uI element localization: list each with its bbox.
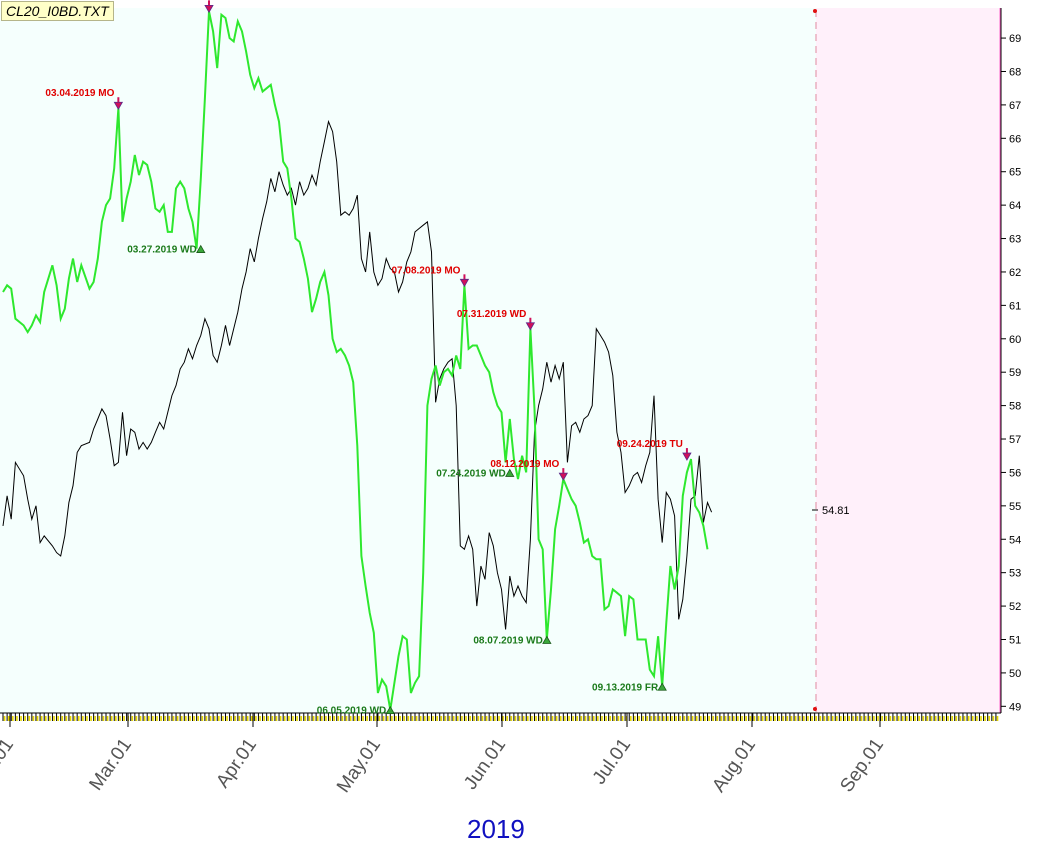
high-label: 03.04.2019 MO bbox=[45, 88, 114, 99]
high-marker-arrow bbox=[459, 278, 470, 288]
high-marker-arrow bbox=[113, 101, 124, 111]
x-axis-tick-label: Feb.01 bbox=[0, 735, 18, 796]
high-label: 07.31.2019 WD bbox=[457, 309, 527, 320]
y-axis-tick-label: 54 bbox=[1009, 534, 1021, 546]
y-axis-tick-label: 55 bbox=[1009, 501, 1021, 513]
high-label: 07.08.2019 MO bbox=[392, 265, 461, 276]
y-axis-tick-label: 63 bbox=[1009, 234, 1021, 246]
low-label: 06.05.2019 WD bbox=[317, 706, 387, 717]
high-marker: 03.04.2019 MO bbox=[45, 88, 124, 111]
low-label: 07.24.2019 WD bbox=[436, 468, 506, 479]
x-axis-minor-ticks bbox=[2, 713, 999, 721]
history-region bbox=[0, 8, 816, 713]
y-axis-ticks: 49 50 51 52 53 54 55 56 57 58 59 60 61 62 63 64 65 66 67 68… bbox=[1001, 33, 1021, 713]
high-marker-arrow bbox=[558, 472, 569, 481]
low-label: 09.13.2019 FR bbox=[592, 682, 659, 693]
high-marker: 08.12.2019 MO bbox=[490, 459, 569, 481]
projection-boundary-top-dot bbox=[813, 9, 817, 13]
y-axis-tick-label: 65 bbox=[1009, 167, 1021, 179]
projection-region bbox=[816, 8, 1000, 713]
low-marker-arrow bbox=[385, 705, 395, 715]
projection-boundary-bottom-dot bbox=[813, 707, 817, 711]
y-axis-tick-label: 67 bbox=[1009, 100, 1021, 112]
low-marker: 03.27.2019 WD bbox=[127, 244, 206, 256]
x-axis-ticks: Feb.01 Mar.01 Apr.01 May.01 Jun.01 Jul.01 Aug.… bbox=[0, 713, 888, 797]
y-axis-tick-label: 51 bbox=[1009, 634, 1021, 646]
low-marker: 09.13.2019 FR bbox=[592, 682, 667, 693]
x-axis-tick-strip bbox=[0, 714, 1001, 722]
low-marker-arrow bbox=[657, 682, 667, 691]
y-axis-tick-label: 62 bbox=[1009, 267, 1021, 279]
low-label: 03.27.2019 WD bbox=[127, 245, 197, 256]
y-axis-tick-label: 58 bbox=[1009, 401, 1021, 413]
chart-title: CL20_I0BD.TXT bbox=[1, 1, 114, 21]
x-axis-tick-label: Jul.01 bbox=[589, 735, 635, 789]
y-axis-tick-label: 69 bbox=[1009, 33, 1021, 45]
y-axis-tick-label: 52 bbox=[1009, 601, 1021, 613]
low-marker: 08.07.2019 WD bbox=[473, 635, 552, 646]
high-marker-arrow bbox=[204, 4, 214, 14]
y-axis-tick-label: 64 bbox=[1009, 200, 1021, 212]
high-marker: 09.24.2019 TU bbox=[617, 439, 692, 461]
low-label: 08.07.2019 WD bbox=[473, 635, 543, 646]
y-axis-tick-label: 57 bbox=[1009, 434, 1021, 446]
y-axis-tick-label: 59 bbox=[1009, 367, 1021, 379]
high-marker: 07.31.2019 WD bbox=[457, 309, 536, 331]
high-marker: 07.08.2019 MO bbox=[392, 265, 470, 288]
high-marker: 04.01.2019 MO bbox=[136, 0, 214, 14]
x-axis-tick-label: May.01 bbox=[333, 735, 385, 797]
y-axis-tick-label: 66 bbox=[1009, 133, 1021, 145]
y-axis-tick-label: 53 bbox=[1009, 568, 1021, 580]
y-axis-tick-label: 68 bbox=[1009, 66, 1021, 78]
low-marker: 06.05.2019 WD bbox=[317, 706, 395, 717]
x-axis-tick-label: Apr.01 bbox=[212, 735, 261, 792]
y-axis-tick-label: 60 bbox=[1009, 334, 1021, 346]
high-label: 04.01.2019 MO bbox=[136, 0, 205, 2]
x-axis-tick-label: Mar.01 bbox=[86, 735, 137, 795]
low-marker: 07.24.2019 WD bbox=[436, 468, 515, 479]
high-label: 08.12.2019 MO bbox=[490, 459, 559, 470]
last-price-marker: 54.81 bbox=[812, 505, 850, 517]
high-marker-arrow bbox=[525, 322, 536, 331]
year-label: 2019 bbox=[467, 814, 525, 844]
last-price-label: 54.81 bbox=[822, 505, 850, 517]
price-series-line bbox=[2, 119, 713, 630]
y-axis-tick-label: 50 bbox=[1009, 668, 1021, 680]
forecast-series-line bbox=[2, 11, 709, 710]
high-label: 09.24.2019 TU bbox=[617, 439, 683, 450]
y-axis-tick-label: 49 bbox=[1009, 701, 1021, 713]
x-axis-tick-label: Aug.01 bbox=[708, 735, 760, 796]
turning-point-annotations: 03.04.2019 MO 03.27.2019 WD 04.01.2019 MO 0… bbox=[45, 0, 692, 717]
low-marker-arrow bbox=[196, 244, 206, 253]
y-axis-tick-label: 56 bbox=[1009, 467, 1021, 479]
low-marker-arrow bbox=[542, 635, 552, 644]
high-marker-arrow bbox=[682, 452, 692, 461]
low-marker-arrow bbox=[505, 468, 515, 477]
y-axis-tick-label: 61 bbox=[1009, 300, 1021, 312]
x-axis-tick-label: Sep.01 bbox=[836, 735, 888, 796]
x-axis-tick-label: Jun.01 bbox=[460, 735, 510, 794]
